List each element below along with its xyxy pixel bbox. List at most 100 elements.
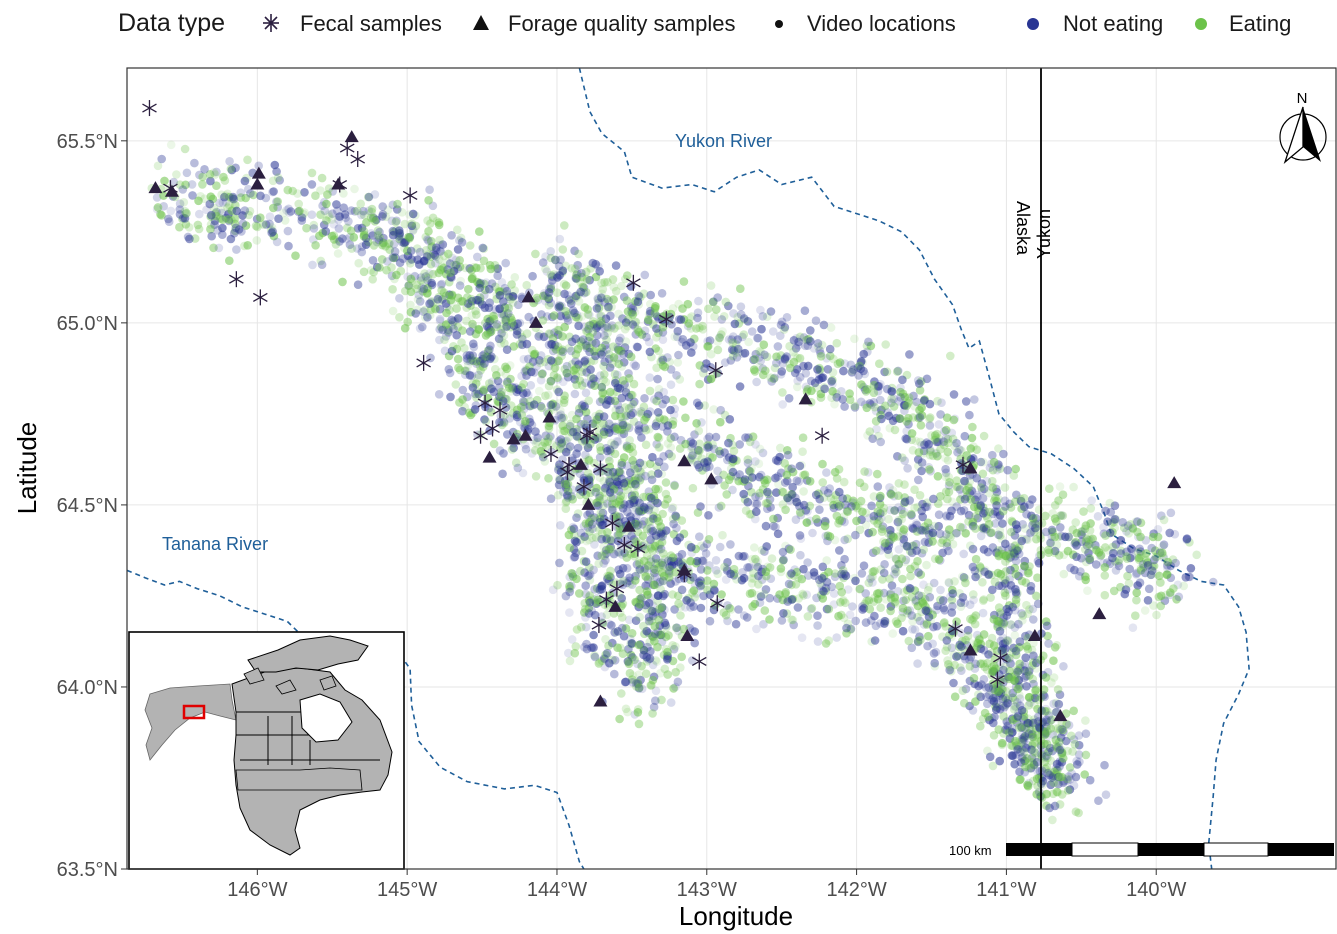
not-eating-point: [284, 208, 294, 217]
eating-point: [657, 695, 666, 705]
eating-point: [652, 333, 661, 342]
not-eating-point: [444, 328, 453, 337]
not-eating-point: [657, 558, 667, 567]
not-eating-point: [1153, 525, 1163, 534]
not-eating-point: [503, 430, 512, 439]
eating-point: [507, 280, 516, 289]
not-eating-point: [1022, 509, 1031, 519]
eating-point: [537, 403, 547, 413]
not-eating-point: [761, 521, 771, 531]
not-eating-point: [357, 247, 367, 257]
eating-point: [591, 411, 600, 421]
not-eating-point: [448, 317, 458, 326]
eating-point: [657, 537, 667, 547]
eating-point: [241, 193, 250, 203]
eating-point: [1002, 687, 1011, 696]
eating-point: [749, 574, 759, 583]
eating-point: [551, 255, 560, 265]
eating-point: [1141, 549, 1151, 558]
eating-point: [1100, 563, 1110, 572]
eating-point: [648, 675, 658, 685]
eating-point: [389, 253, 399, 263]
eating-point: [206, 220, 216, 229]
eating-point: [1081, 575, 1090, 585]
eating-point: [421, 232, 431, 242]
not-eating-point: [614, 565, 623, 574]
not-eating-point: [681, 603, 690, 612]
eating-point: [601, 635, 610, 644]
not-eating-point: [914, 568, 923, 577]
not-eating-point: [651, 686, 661, 696]
eating-point: [160, 176, 169, 186]
not-eating-point: [470, 405, 480, 414]
not-eating-point: [869, 511, 879, 521]
not-eating-point: [502, 322, 511, 331]
eating-point: [241, 221, 251, 230]
not-eating-point: [334, 224, 344, 233]
not-eating-point: [1163, 564, 1172, 573]
eating-point: [758, 370, 768, 380]
not-eating-point: [821, 531, 831, 541]
not-eating-point: [368, 255, 378, 265]
not-eating-point: [1042, 621, 1052, 631]
eating-point: [824, 636, 833, 645]
not-eating-point: [666, 380, 676, 390]
eating-point: [480, 351, 490, 361]
eating-point: [586, 372, 596, 382]
eating-point: [504, 383, 514, 393]
scale-bar: 100 km: [949, 842, 1334, 858]
not-eating-point: [546, 400, 556, 410]
not-eating-point: [207, 231, 216, 241]
eating-point: [595, 442, 605, 452]
not-eating-point: [763, 487, 772, 497]
not-eating-point: [308, 260, 317, 270]
not-eating-point: [633, 679, 643, 689]
eating-point: [510, 273, 520, 282]
eating-point: [206, 192, 216, 201]
not-eating-point: [453, 314, 463, 323]
eating-point: [824, 604, 834, 614]
eating-point: [795, 354, 805, 364]
eating-point: [958, 572, 967, 581]
not-eating-point: [622, 411, 631, 421]
not-eating-point: [696, 565, 706, 574]
eating-point: [641, 425, 651, 435]
eating-point: [522, 280, 531, 290]
not-eating-point: [1038, 717, 1048, 727]
eating-point: [205, 170, 215, 179]
not-eating-point: [644, 655, 653, 664]
not-eating-point: [329, 219, 339, 229]
eating-point: [600, 370, 609, 379]
eating-point: [544, 421, 554, 431]
not-eating-point: [868, 434, 877, 444]
eating-point: [544, 381, 554, 391]
not-eating-point: [1093, 512, 1103, 521]
not-eating-point: [604, 296, 614, 306]
not-eating-point: [631, 479, 640, 489]
not-eating-point: [415, 247, 425, 257]
not-eating-point: [588, 419, 598, 429]
legend: Data type Fecal samples Forage quality s…: [0, 0, 1337, 50]
not-eating-point: [592, 304, 602, 313]
eating-point: [322, 199, 331, 209]
eating-point: [1050, 532, 1060, 542]
eating-point: [639, 556, 649, 566]
not-eating-point: [1116, 537, 1126, 546]
not-eating-point: [670, 480, 679, 490]
not-eating-point: [286, 207, 296, 216]
eating-point: [566, 419, 575, 429]
eating-point: [1011, 595, 1021, 604]
eating-point: [793, 382, 802, 392]
not-eating-point: [594, 412, 604, 422]
not-eating-point: [447, 253, 457, 263]
eating-point: [1066, 731, 1076, 741]
not-eating-point: [1101, 790, 1111, 799]
eating-point: [627, 629, 637, 638]
eating-point: [381, 212, 391, 222]
eating-point: [978, 578, 987, 587]
not-eating-point: [164, 217, 174, 226]
eating-point: [897, 514, 906, 524]
not-eating-point: [656, 529, 666, 538]
not-eating-point: [432, 243, 441, 252]
not-eating-point: [440, 346, 450, 356]
